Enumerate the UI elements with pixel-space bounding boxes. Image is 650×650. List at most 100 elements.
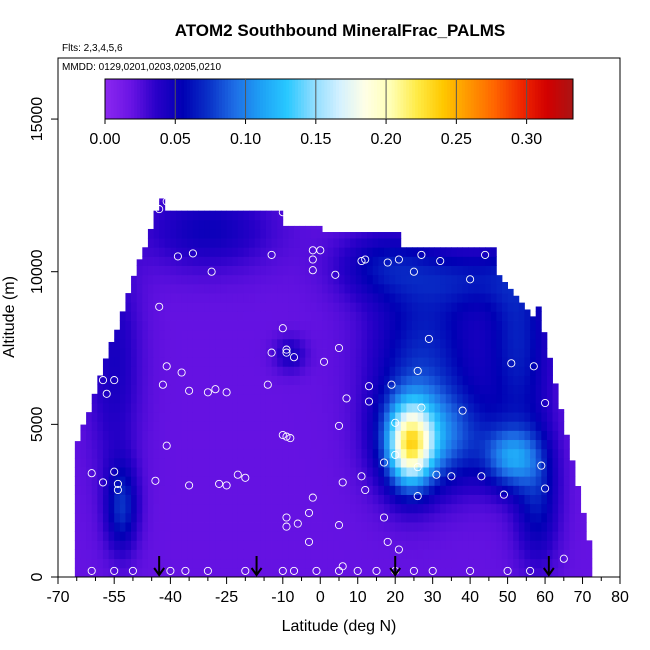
field-cell xyxy=(361,540,368,550)
field-cell xyxy=(501,348,508,358)
field-cell xyxy=(417,302,424,312)
field-cell xyxy=(294,421,301,431)
field-cell xyxy=(277,357,284,367)
field-cell xyxy=(344,329,351,340)
field-cell xyxy=(518,320,525,331)
field-cell xyxy=(114,485,121,495)
field-cell xyxy=(220,348,227,358)
field-cell xyxy=(147,302,154,312)
field-cell xyxy=(277,421,284,431)
field-cell xyxy=(322,485,329,495)
field-cell xyxy=(271,283,278,294)
field-cell xyxy=(327,549,334,560)
field-cell xyxy=(423,467,430,477)
field-cell xyxy=(305,375,312,386)
field-cell xyxy=(361,439,368,450)
field-cell xyxy=(187,430,194,441)
colorbar-segment xyxy=(172,79,176,119)
field-cell xyxy=(254,476,261,486)
field-cell xyxy=(457,293,464,303)
field-cell xyxy=(176,293,183,303)
colorbar-segment xyxy=(318,79,322,119)
field-cell xyxy=(294,225,301,230)
field-cell xyxy=(147,531,154,541)
field-cell xyxy=(176,283,183,294)
field-cell xyxy=(277,467,284,477)
field-cell xyxy=(327,503,334,514)
field-cell xyxy=(181,531,188,541)
field-cell xyxy=(249,366,256,376)
field-cell xyxy=(282,329,289,340)
field-cell xyxy=(428,412,435,422)
field-cell xyxy=(176,439,183,450)
field-cell xyxy=(361,293,368,303)
field-cell xyxy=(164,522,171,532)
field-cell xyxy=(468,485,475,495)
field-cell xyxy=(164,311,171,321)
field-cell xyxy=(490,247,497,257)
field-cell xyxy=(434,522,441,532)
field-cell xyxy=(501,448,508,459)
field-cell xyxy=(220,412,227,422)
sample-point xyxy=(353,566,362,575)
sample-point xyxy=(409,566,418,575)
field-cell xyxy=(541,522,548,532)
colorbar-segment xyxy=(479,79,483,119)
field-cell xyxy=(479,467,486,477)
field-cell xyxy=(305,384,312,395)
field-cell xyxy=(518,311,525,321)
sample-point xyxy=(185,386,194,395)
field-cell xyxy=(327,567,334,578)
field-cell xyxy=(226,540,233,550)
field-cell xyxy=(153,430,160,441)
field-cell xyxy=(479,421,486,431)
field-cell xyxy=(350,512,357,523)
field-cell xyxy=(530,494,537,505)
field-cell xyxy=(97,567,104,578)
field-cell xyxy=(187,412,194,422)
sample-point xyxy=(241,473,250,482)
field-cell xyxy=(310,457,317,468)
field-cell xyxy=(428,512,435,523)
field-cell xyxy=(434,467,441,477)
field-cell xyxy=(294,448,301,459)
field-cell xyxy=(254,522,261,532)
field-cell xyxy=(400,293,407,303)
field-cell xyxy=(485,439,492,450)
field-cell xyxy=(327,421,334,431)
field-cell xyxy=(507,549,514,560)
field-cell xyxy=(310,448,317,459)
colorbar-segment xyxy=(154,79,159,119)
field-cell xyxy=(440,357,447,367)
field-cell xyxy=(389,540,396,550)
field-cell xyxy=(243,512,250,523)
field-cell xyxy=(170,210,177,221)
field-cell xyxy=(406,494,413,505)
field-cell xyxy=(159,457,166,468)
field-cell xyxy=(361,567,368,578)
field-cell xyxy=(412,329,419,340)
field-cell xyxy=(187,549,194,560)
field-cell xyxy=(457,531,464,541)
field-cell xyxy=(372,494,379,505)
field-cell xyxy=(254,393,261,404)
field-cell xyxy=(136,512,143,523)
field-cell xyxy=(473,540,480,550)
field-cell xyxy=(209,228,216,239)
field-cell xyxy=(322,232,329,239)
colorbar-segment xyxy=(371,79,375,119)
field-cell xyxy=(428,503,435,514)
field-cell xyxy=(350,421,357,431)
field-cell xyxy=(277,549,284,560)
field-cell xyxy=(271,384,278,395)
field-cell xyxy=(170,256,177,266)
field-cell xyxy=(423,558,430,569)
field-cell xyxy=(176,320,183,331)
field-cell xyxy=(417,402,424,413)
field-cell xyxy=(220,402,227,413)
field-cell xyxy=(479,485,486,495)
field-cell xyxy=(86,494,93,505)
field-cell xyxy=(530,393,537,404)
field-cell xyxy=(406,476,413,486)
field-cell xyxy=(125,375,132,386)
